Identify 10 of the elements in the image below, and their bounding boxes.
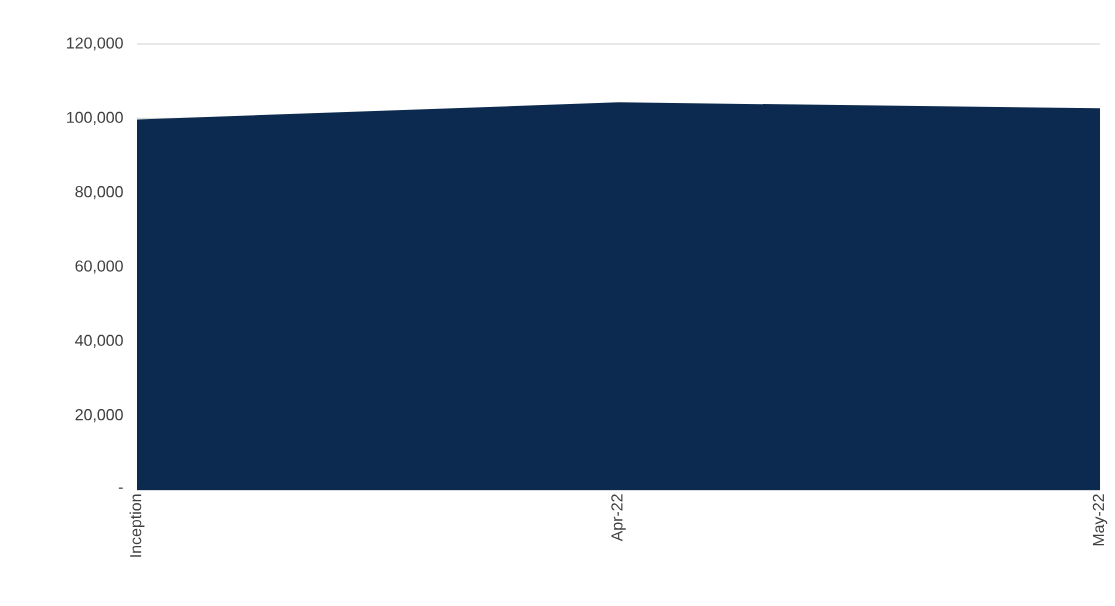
- x-tick-label: Apr-22: [611, 494, 626, 542]
- y-tick-label: 120,000: [67, 37, 123, 51]
- y-tick-label: 40,000: [75, 334, 123, 348]
- x-tick-label: Inception: [129, 494, 145, 557]
- y-tick-label: 60,000: [75, 260, 123, 274]
- y-tick-label: 100,000: [67, 111, 123, 125]
- y-tick-label: 20,000: [75, 409, 123, 423]
- y-tick-label: -: [118, 487, 123, 489]
- y-tick-label: 80,000: [75, 186, 123, 200]
- x-tick-label: May-22: [1092, 494, 1108, 546]
